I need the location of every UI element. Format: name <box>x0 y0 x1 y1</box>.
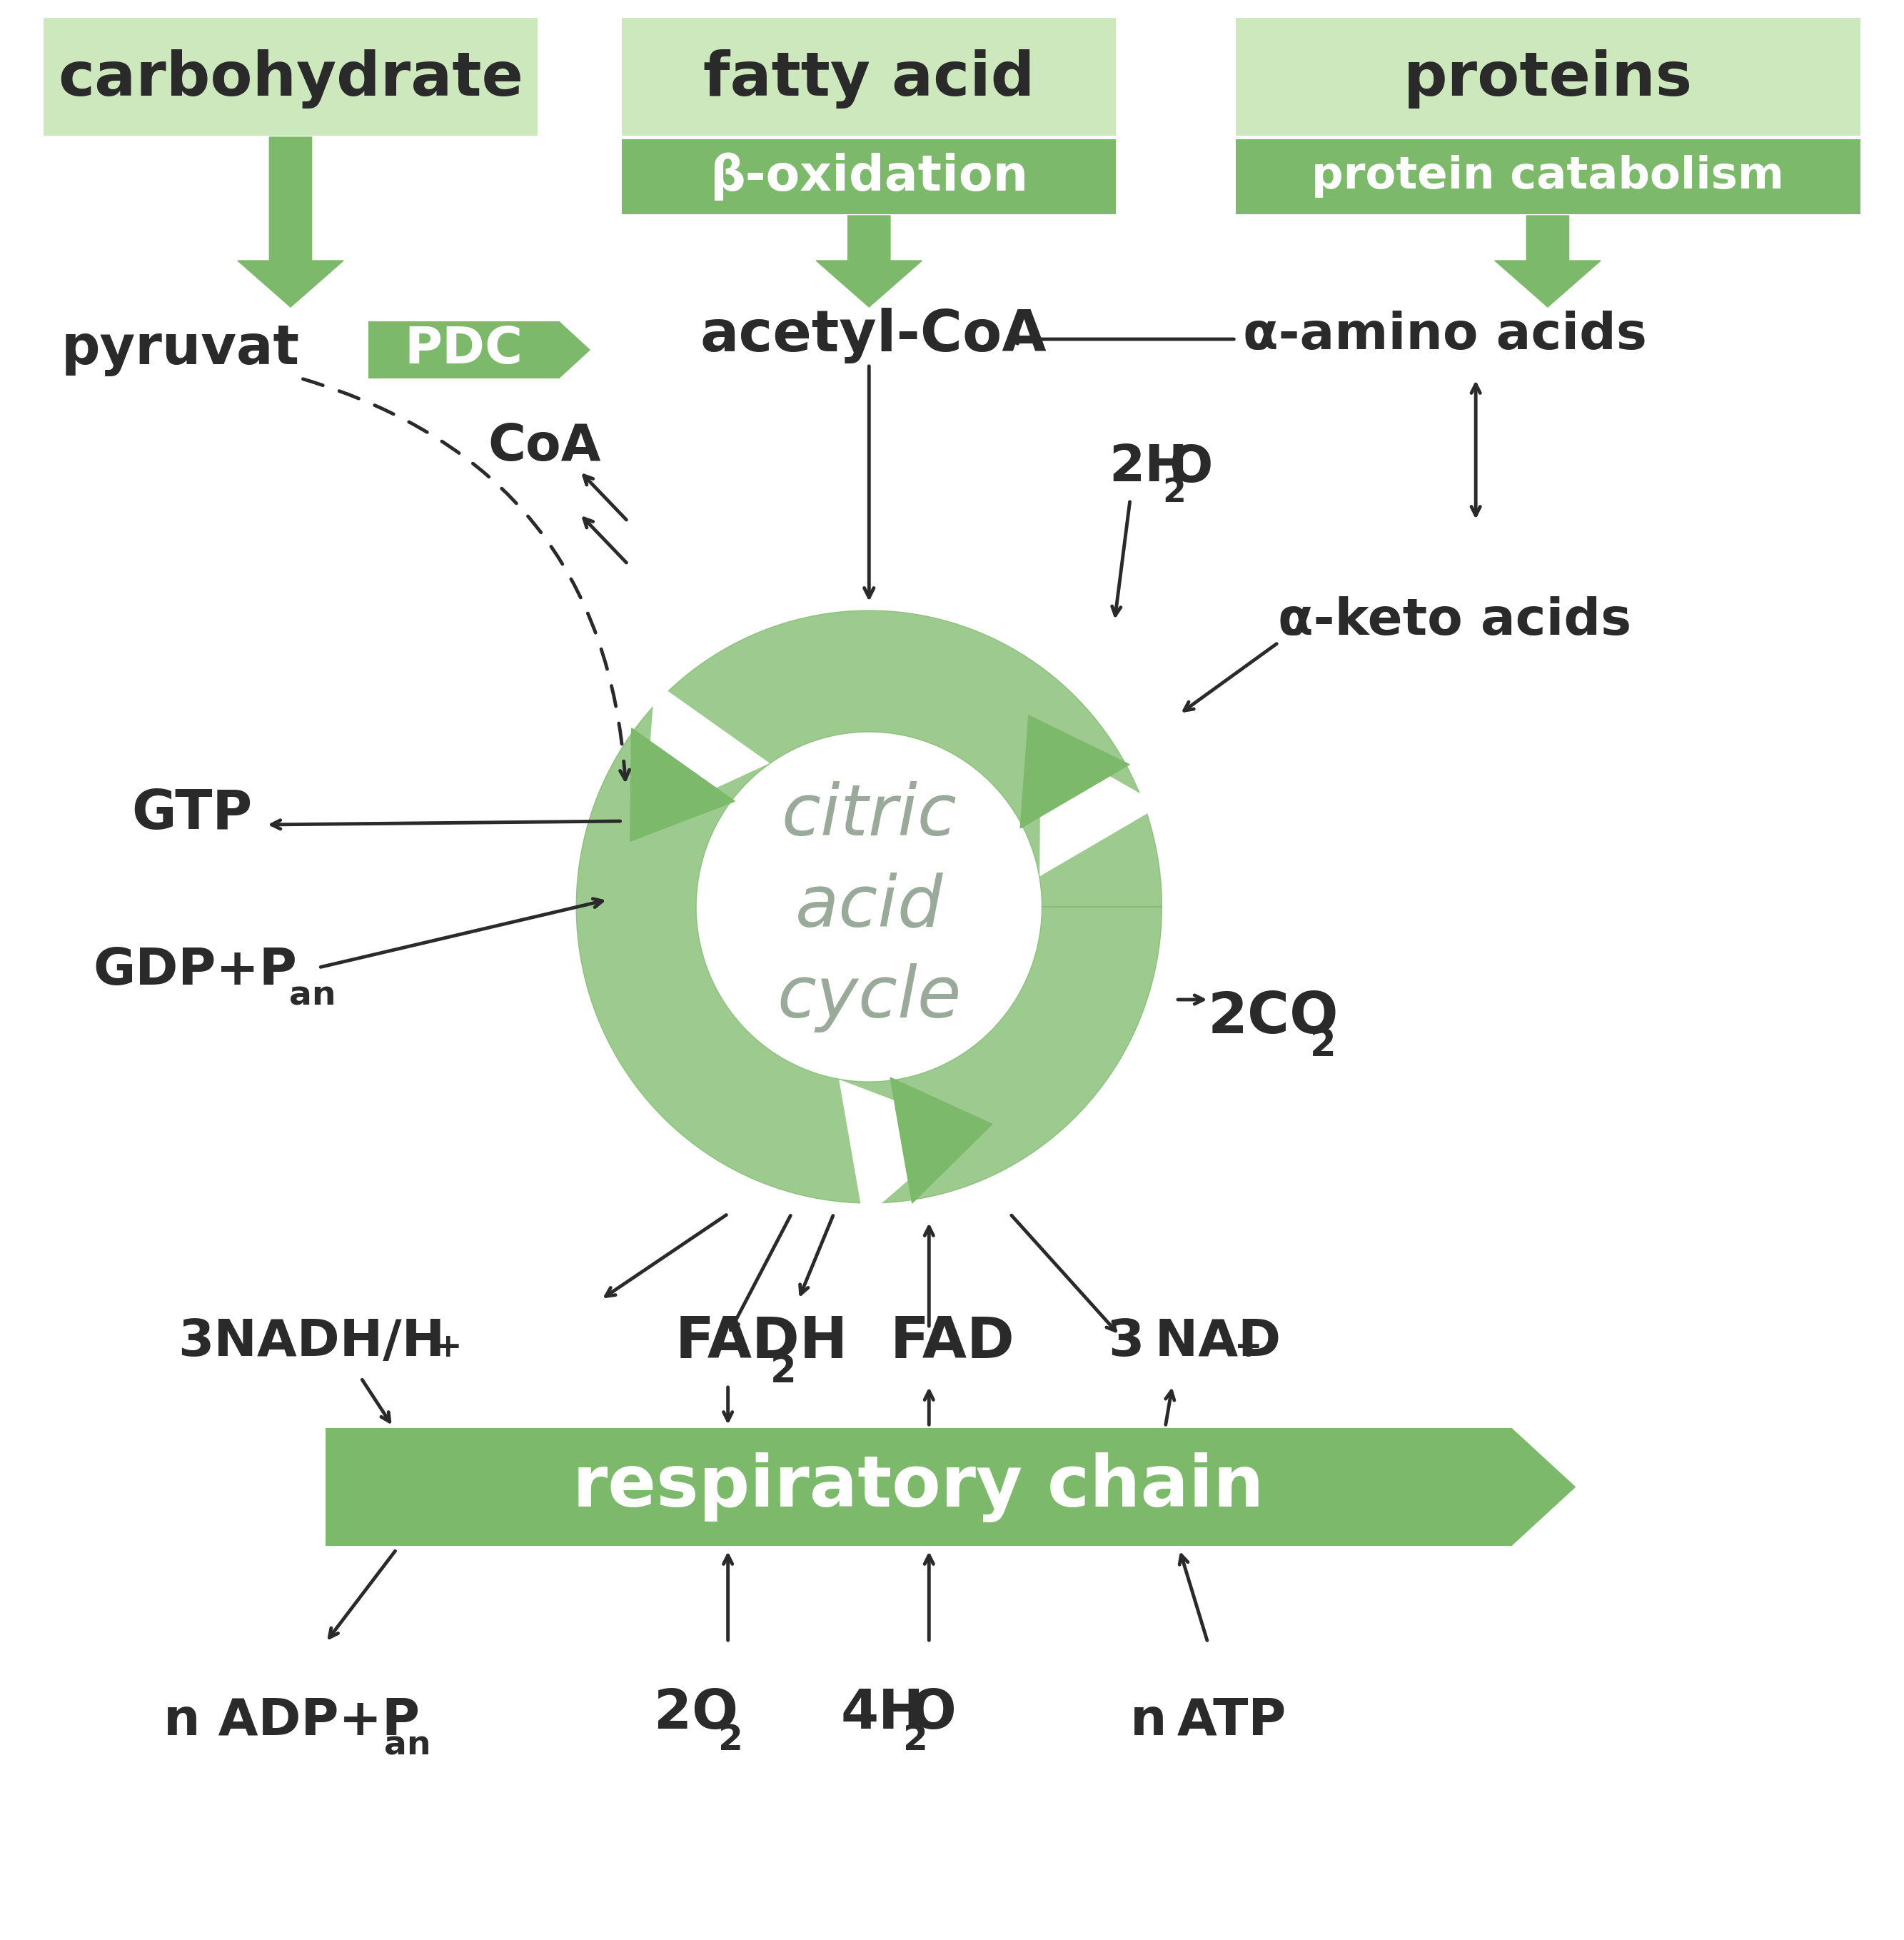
Text: carbohydrate: carbohydrate <box>57 48 524 109</box>
FancyBboxPatch shape <box>1236 140 1860 213</box>
Text: proteins: proteins <box>1403 48 1693 109</box>
FancyBboxPatch shape <box>326 1428 1512 1546</box>
Text: GDP+P: GDP+P <box>93 947 297 995</box>
Polygon shape <box>238 138 343 307</box>
Polygon shape <box>1495 215 1601 307</box>
Text: FAD: FAD <box>891 1315 1015 1370</box>
Text: GTP: GTP <box>131 788 253 840</box>
Text: 2: 2 <box>1310 1026 1337 1063</box>
Text: FADH: FADH <box>676 1315 847 1370</box>
Text: O: O <box>910 1688 956 1740</box>
FancyBboxPatch shape <box>623 17 1116 136</box>
Text: PDC: PDC <box>404 326 522 374</box>
Text: protein catabolism: protein catabolism <box>1312 155 1784 198</box>
FancyBboxPatch shape <box>367 322 558 378</box>
Polygon shape <box>891 1077 992 1203</box>
Text: respiratory chain: respiratory chain <box>573 1451 1264 1523</box>
Text: CoA: CoA <box>487 421 602 471</box>
Text: 4H: 4H <box>842 1688 923 1740</box>
Text: citric
acid
cycle: citric acid cycle <box>777 782 962 1032</box>
Text: pyruvat: pyruvat <box>61 324 299 376</box>
Text: +: + <box>1234 1331 1262 1364</box>
Text: α-keto acids: α-keto acids <box>1278 598 1632 646</box>
Text: 2: 2 <box>771 1352 796 1391</box>
Polygon shape <box>630 728 735 842</box>
Text: acetyl-CoA: acetyl-CoA <box>699 308 1047 363</box>
Polygon shape <box>817 215 922 307</box>
Text: O: O <box>1169 442 1213 493</box>
Text: β-oxidation: β-oxidation <box>710 151 1028 200</box>
Text: 2CO: 2CO <box>1207 989 1339 1046</box>
Text: 2O: 2O <box>653 1688 739 1740</box>
Text: n ATP: n ATP <box>1131 1696 1285 1746</box>
Text: n ADP+P: n ADP+P <box>164 1696 421 1746</box>
Text: 2H: 2H <box>1108 442 1188 493</box>
Text: 2: 2 <box>902 1723 927 1758</box>
Text: 2: 2 <box>718 1723 743 1758</box>
Text: fatty acid: fatty acid <box>703 48 1034 109</box>
Text: an: an <box>289 980 335 1013</box>
Text: an: an <box>385 1730 430 1762</box>
FancyBboxPatch shape <box>1236 17 1860 136</box>
Polygon shape <box>1512 1428 1575 1546</box>
Polygon shape <box>645 683 769 821</box>
FancyBboxPatch shape <box>623 140 1116 213</box>
Polygon shape <box>840 1081 967 1218</box>
Polygon shape <box>577 611 1161 1203</box>
Text: 3 NAD: 3 NAD <box>1108 1317 1281 1368</box>
Text: 2: 2 <box>1163 477 1186 508</box>
Text: α-amino acids: α-amino acids <box>1243 310 1647 361</box>
Text: 3NADH/H: 3NADH/H <box>177 1317 446 1368</box>
Polygon shape <box>1021 716 1129 828</box>
Polygon shape <box>1040 737 1160 875</box>
FancyBboxPatch shape <box>44 17 537 136</box>
Polygon shape <box>558 322 590 378</box>
Text: +: + <box>434 1331 463 1364</box>
